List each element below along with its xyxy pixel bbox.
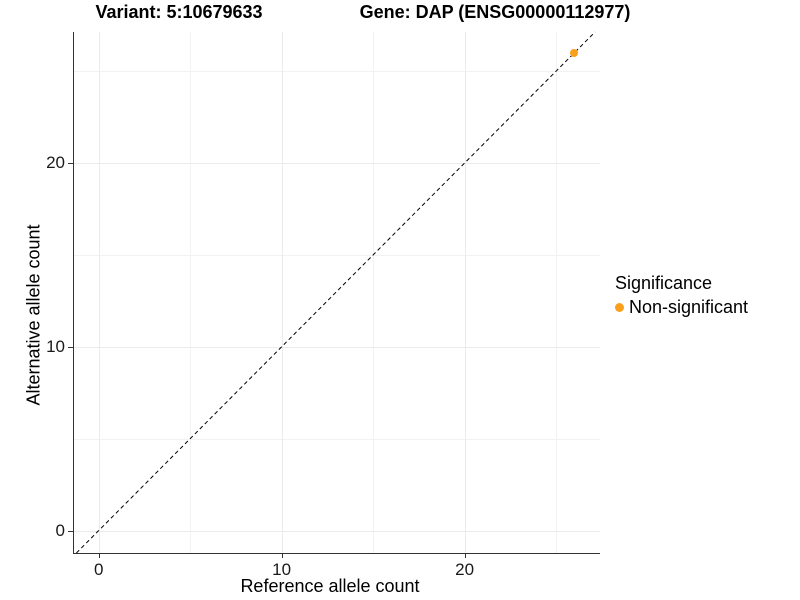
x-tick-mark-10 xyxy=(281,553,283,558)
x-tick-label-10: 10 xyxy=(272,560,292,579)
x-tick-label-0: 0 xyxy=(93,560,104,579)
y-axis-title: Alternative allele count xyxy=(23,224,44,406)
variant-title: Variant: 5:10679633 xyxy=(95,2,263,22)
legend-title: Significance xyxy=(615,273,713,293)
legend-item: Non-significant xyxy=(615,297,748,318)
gridline-y-0 xyxy=(74,530,600,532)
gridline-y-minor-5 xyxy=(74,438,600,440)
gridline-y-minor-25 xyxy=(74,71,600,73)
x-tick-mark-0 xyxy=(98,553,100,558)
y-tick-mark-0 xyxy=(68,530,73,532)
data-point xyxy=(570,48,579,57)
identity-line xyxy=(76,31,596,554)
x-tick-mark-20 xyxy=(464,553,466,558)
gridline-x-0 xyxy=(98,32,100,553)
x-tick-label-20: 20 xyxy=(455,560,475,579)
plot-panel: 0 10 20 0 10 20 xyxy=(46,31,600,579)
y-tick-mark-20 xyxy=(68,163,73,165)
gridline-x-minor-25 xyxy=(556,32,558,553)
x-axis-title: Reference allele count xyxy=(240,576,420,596)
y-tick-label-20: 20 xyxy=(46,153,65,173)
gridline-y-minor-15 xyxy=(74,254,600,256)
legend-point-icon xyxy=(615,303,624,312)
y-tick-label-0: 0 xyxy=(55,520,65,540)
gridline-x-minor-5 xyxy=(190,32,192,553)
gene-title: Gene: DAP (ENSG00000112977) xyxy=(359,2,631,22)
gridline-x-10 xyxy=(281,32,283,553)
legend: Significance Non-significant xyxy=(615,273,748,318)
identity-line-layer xyxy=(76,31,596,554)
gridline-y-20 xyxy=(74,163,600,165)
gridline-y-10 xyxy=(74,346,600,348)
legend-item-label: Non-significant xyxy=(629,297,749,317)
gridline-x-minor-15 xyxy=(373,32,375,553)
y-tick-label-10: 10 xyxy=(46,336,65,356)
gridline-x-20 xyxy=(464,32,466,553)
y-tick-mark-10 xyxy=(68,346,73,348)
